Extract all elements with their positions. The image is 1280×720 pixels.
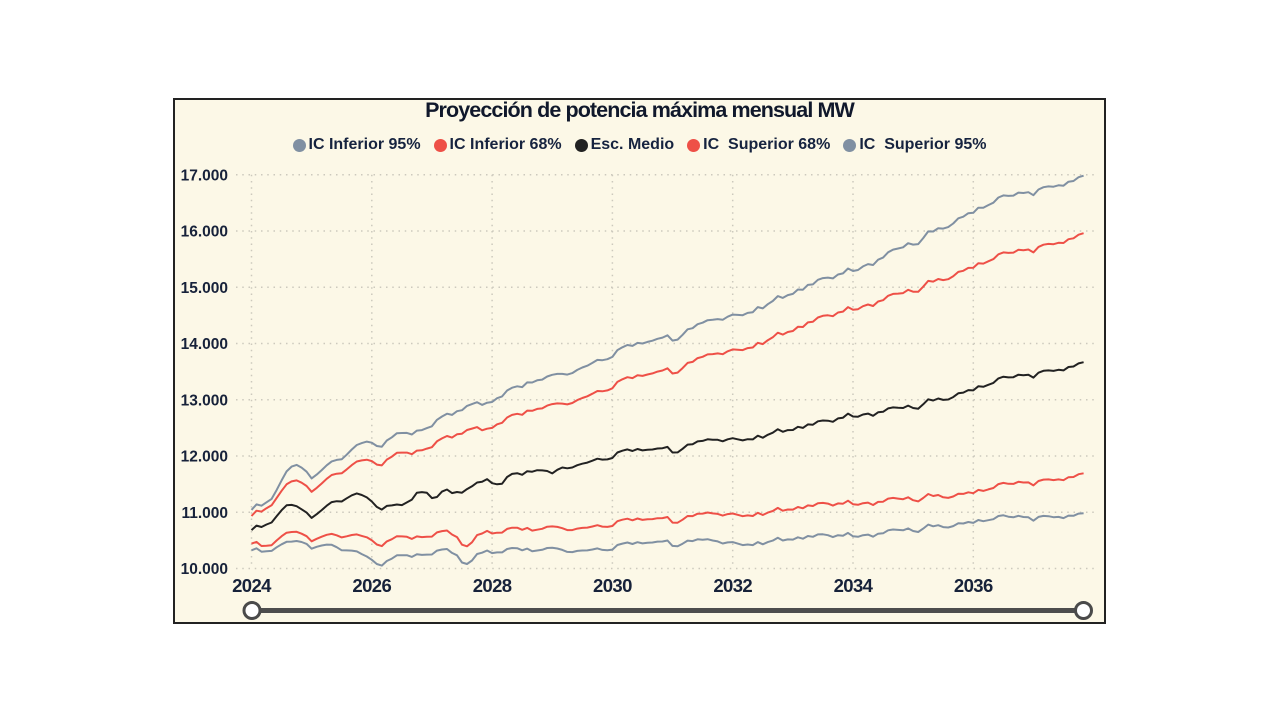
svg-text:13.000: 13.000 <box>181 392 228 409</box>
svg-text:2032: 2032 <box>713 575 752 596</box>
svg-text:15.000: 15.000 <box>181 280 228 297</box>
svg-text:2028: 2028 <box>473 575 512 596</box>
svg-text:2024: 2024 <box>232 575 272 596</box>
svg-text:16.000: 16.000 <box>181 224 228 241</box>
svg-text:2030: 2030 <box>593 575 632 596</box>
svg-text:2026: 2026 <box>352 575 391 596</box>
svg-text:14.000: 14.000 <box>181 336 228 353</box>
svg-text:11.000: 11.000 <box>181 505 228 522</box>
svg-text:17.000: 17.000 <box>181 167 228 184</box>
svg-text:10.000: 10.000 <box>181 561 228 578</box>
svg-text:2036: 2036 <box>954 575 993 596</box>
svg-text:2034: 2034 <box>834 575 874 596</box>
svg-text:12.000: 12.000 <box>181 449 228 466</box>
